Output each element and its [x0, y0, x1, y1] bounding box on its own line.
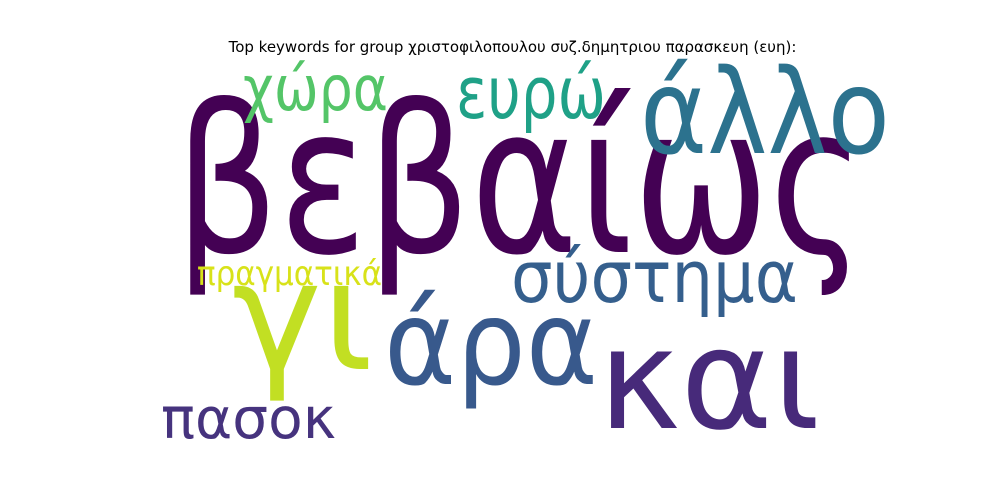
word-2: γι	[232, 228, 373, 405]
word-7: ευρώ	[456, 51, 606, 135]
word-6: σύστημα	[511, 235, 798, 319]
word-4: άλλο	[640, 43, 890, 181]
word-5: άρα	[384, 274, 598, 412]
chart-title: Top keywords for group χριστοφιλοπουλου …	[228, 38, 797, 56]
word-9: πασοκ	[161, 386, 336, 452]
word-10: πραγματικά	[197, 254, 382, 294]
word-3: και	[598, 299, 820, 462]
word-1: βεβαίως	[175, 63, 865, 301]
word-8: χώρα	[243, 52, 388, 125]
